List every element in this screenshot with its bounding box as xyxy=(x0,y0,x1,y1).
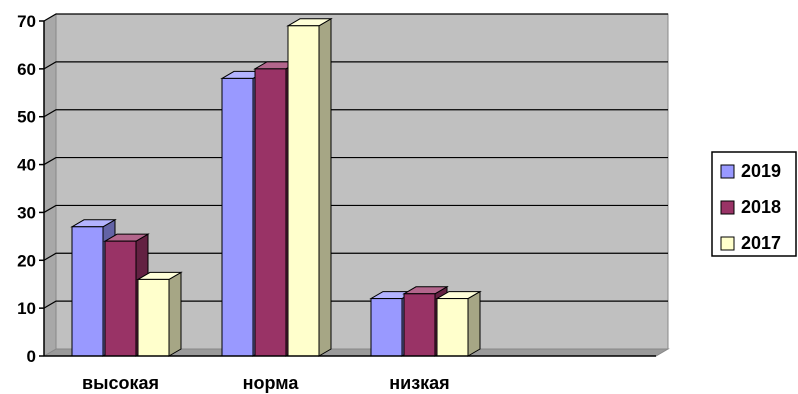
bar-side xyxy=(467,290,481,357)
y-axis-ticks: 0 10 20 30 40 50 60 70 xyxy=(17,12,44,366)
y-tick-label: 50 xyxy=(17,108,36,127)
gridline xyxy=(43,61,668,70)
bar-front xyxy=(403,293,436,357)
y-tick-label: 0 xyxy=(27,347,36,366)
legend-swatch xyxy=(720,164,735,179)
bar-front xyxy=(370,298,403,357)
gridline xyxy=(43,109,668,118)
legend-label: 2019 xyxy=(741,161,781,181)
gridline xyxy=(43,13,668,22)
bar-front xyxy=(254,68,287,357)
legend-label: 2018 xyxy=(741,197,781,217)
bars xyxy=(70,17,482,357)
gridline xyxy=(43,204,668,213)
x-category-label: высокая xyxy=(82,373,159,393)
axes xyxy=(43,21,656,357)
bar-front xyxy=(104,240,137,357)
y-tick-label: 10 xyxy=(17,299,36,318)
y-tick-label: 30 xyxy=(17,203,36,222)
bar-front xyxy=(436,298,469,357)
x-category-label: низкая xyxy=(389,373,449,393)
legend-item: 2017 xyxy=(720,233,781,253)
legend-item: 2019 xyxy=(720,161,781,181)
legend-swatch xyxy=(720,200,735,215)
bar-front xyxy=(71,226,104,357)
gridline xyxy=(43,156,668,166)
bar-side xyxy=(318,17,332,357)
bar-front xyxy=(287,25,320,357)
legend-swatch xyxy=(720,236,735,251)
bar-side xyxy=(168,271,182,357)
bar-front xyxy=(137,278,170,357)
y-tick-label: 20 xyxy=(17,251,36,270)
x-category-label: норма xyxy=(243,373,300,393)
bar-front xyxy=(221,77,254,357)
gridline xyxy=(43,252,668,261)
y-tick-label: 40 xyxy=(17,156,36,175)
legend-label: 2017 xyxy=(741,233,781,253)
bar xyxy=(435,290,482,357)
y-tick-label: 70 xyxy=(17,12,36,31)
y-tick-label: 60 xyxy=(17,60,36,79)
legend: 2019 2018 2017 xyxy=(711,151,797,257)
bar xyxy=(286,17,333,357)
bar xyxy=(136,271,183,357)
x-axis-categories: высокая норма низкая xyxy=(82,373,450,393)
gridlines xyxy=(43,13,668,309)
legend-item: 2018 xyxy=(720,197,781,217)
